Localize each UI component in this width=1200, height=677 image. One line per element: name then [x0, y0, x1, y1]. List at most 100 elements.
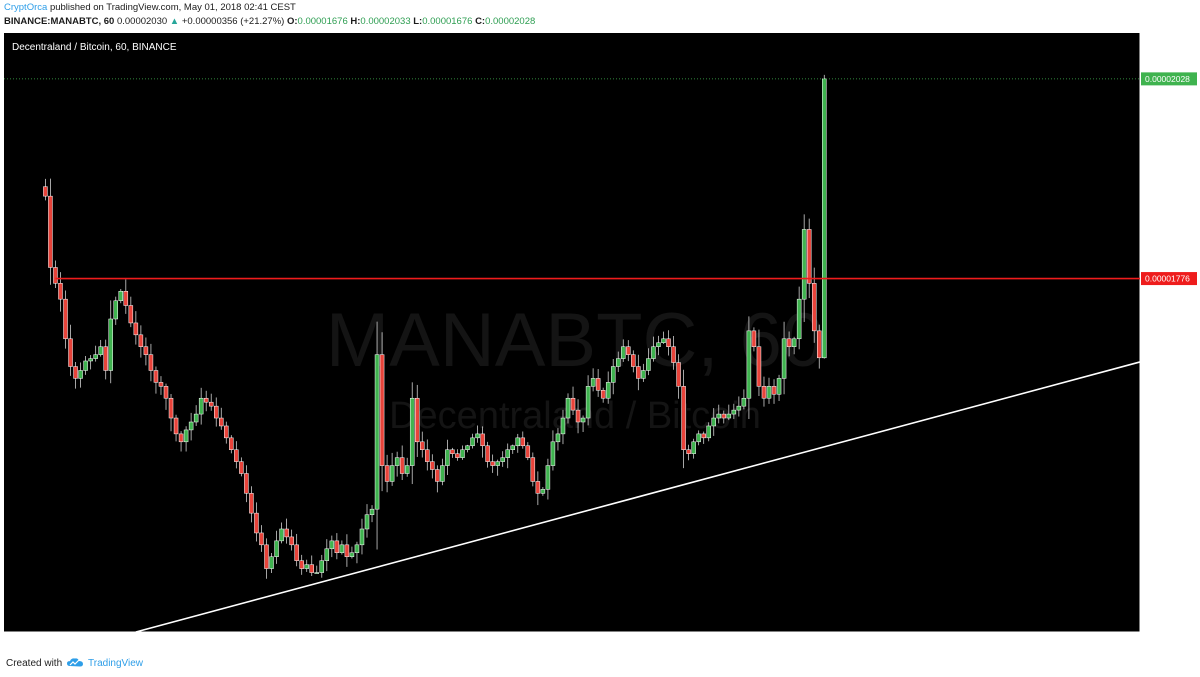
plot-background — [4, 33, 1140, 632]
candle-down — [631, 354, 636, 367]
candle-down — [721, 413, 727, 419]
candle-down — [123, 290, 129, 306]
candle-up — [610, 366, 616, 383]
price-tick-label: 0.00002000 — [1148, 96, 1193, 106]
candle-up — [605, 382, 611, 399]
candle-up — [445, 449, 450, 466]
candle-up — [656, 342, 661, 347]
time-tick-label: 30 — [845, 638, 855, 648]
candle-up — [279, 528, 284, 542]
candle-down — [294, 544, 299, 561]
candle-down — [530, 457, 536, 482]
candle-up — [555, 433, 561, 443]
candle-down — [289, 536, 294, 546]
candle-down — [284, 528, 289, 538]
candle-up — [324, 548, 330, 561]
candle-down — [43, 186, 48, 197]
candle-up — [560, 417, 566, 435]
price-tick-label: 0.00001900 — [1148, 175, 1193, 185]
candle-down — [676, 362, 681, 387]
tradingview-logo-icon[interactable] — [66, 657, 84, 669]
time-tick-label: 12:00 — [55, 638, 77, 648]
time-tick-label: 27 — [483, 638, 493, 648]
candle-up — [550, 441, 556, 466]
candle-down — [399, 457, 405, 474]
footer: Created with TradingView — [0, 652, 1200, 677]
tradingview-brand[interactable]: TradingView — [88, 658, 144, 669]
time-tick-label: 12:00 — [537, 638, 559, 648]
candles-group — [43, 74, 827, 579]
candle-up — [510, 445, 515, 450]
change-up-icon: ▲ — [169, 16, 180, 27]
candle-down — [133, 322, 139, 336]
chart-header: CryptOrca published on TradingView.com, … — [0, 0, 1200, 31]
candle-up — [590, 378, 596, 387]
price-tick-label: 0.00001400 — [1148, 572, 1193, 582]
candle-up — [409, 397, 415, 466]
candle-down — [138, 334, 144, 347]
price-tick-label: 0.00001450 — [1148, 532, 1193, 542]
candle-down — [344, 544, 350, 557]
time-tick-label: 12:00 — [899, 638, 921, 648]
candle-up — [470, 437, 475, 447]
time-tick-label: 12:00 — [658, 638, 680, 648]
candle-up — [83, 360, 88, 371]
candle-down — [600, 390, 606, 399]
candle-down — [701, 433, 706, 439]
candle-up — [731, 409, 737, 415]
candle-up — [495, 461, 500, 466]
candle-down — [259, 532, 264, 546]
candle-up — [460, 449, 465, 458]
candle-down — [681, 386, 686, 450]
time-tick-label: 28 — [603, 638, 613, 648]
candle-up — [711, 417, 716, 427]
time-tick-label: 2 — [1088, 638, 1093, 648]
candle-up — [465, 445, 470, 450]
candle-up — [118, 290, 124, 302]
candle-down — [480, 433, 485, 447]
candle-up — [193, 413, 199, 423]
candle-up — [113, 300, 118, 320]
candle-up — [359, 528, 365, 546]
created-with-text: Created with — [6, 658, 63, 669]
candle-up — [716, 413, 721, 419]
time-tick-label: 25 — [242, 638, 252, 648]
candle-down — [520, 437, 526, 447]
candle-up — [796, 298, 802, 340]
candle-down — [430, 461, 435, 470]
chart-area[interactable]: MANABTC, 60 Decentraland / Bitcoin Decentr… — [0, 31, 1200, 652]
candle-down — [490, 461, 495, 466]
candle-down — [249, 493, 254, 514]
candle-up — [88, 358, 93, 362]
time-tick-label: 12:00 — [175, 638, 197, 648]
candle-up — [646, 358, 651, 371]
candle-down — [595, 378, 601, 391]
candle-down — [173, 417, 179, 435]
candle-up — [369, 508, 375, 515]
candle-up — [585, 386, 591, 419]
author-link[interactable]: CryptOrca — [4, 2, 48, 13]
candle-down — [686, 449, 691, 454]
candle-up — [691, 441, 696, 454]
candle-down — [214, 405, 219, 419]
candle-down — [626, 346, 631, 355]
candle-down — [334, 540, 340, 554]
candle-down — [811, 283, 817, 332]
candle-down — [239, 461, 244, 474]
watermark-symbol: MANABTC, 60 — [326, 298, 824, 383]
candle-down — [163, 386, 169, 399]
candle-up — [314, 572, 319, 574]
candle-up — [500, 457, 505, 462]
open-label: O: — [286, 16, 298, 27]
price-tick-label: 0.00001500 — [1148, 492, 1193, 502]
candle-down — [786, 338, 792, 347]
candle-up — [801, 229, 807, 300]
candle-up — [726, 413, 732, 419]
candle-up — [565, 397, 571, 419]
candle-up — [440, 465, 445, 482]
candle-up — [394, 457, 400, 466]
candle-up — [198, 397, 204, 415]
symbol-info-line: BINANCE:MANABTC, 60 0.00002030 ▲ +0.0000… — [4, 16, 535, 28]
low-value: 0.00001676 — [422, 16, 473, 27]
